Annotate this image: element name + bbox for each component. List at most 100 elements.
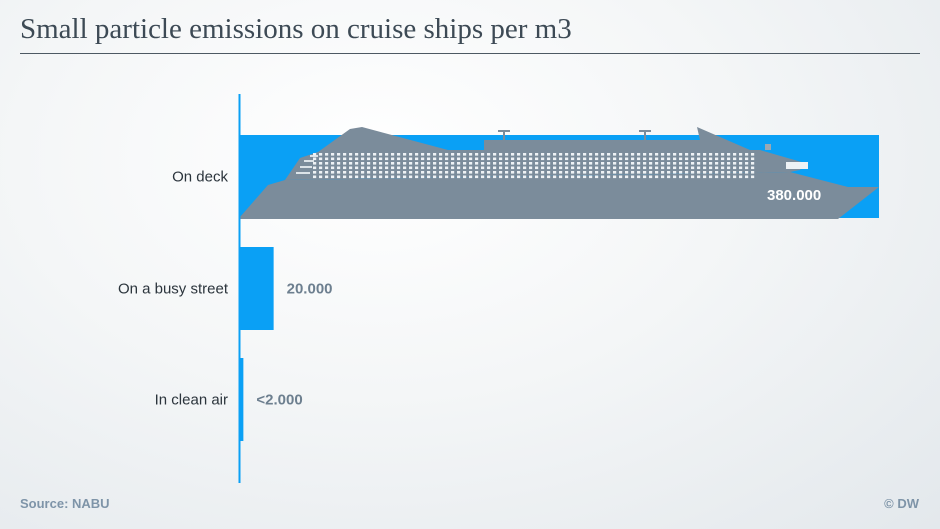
ship-window (709, 157, 713, 161)
ship-window (361, 157, 365, 161)
ship-window (469, 166, 473, 170)
ship-window (727, 153, 731, 156)
ship-window (451, 175, 455, 179)
ship-window (529, 153, 533, 156)
ship-window (463, 166, 467, 170)
ship-window (553, 166, 557, 170)
chart-title: Small particle emissions on cruise ships… (20, 13, 572, 45)
ship-window (667, 157, 671, 161)
ship-window (565, 153, 569, 156)
ship-window (379, 157, 383, 161)
ship-window (607, 153, 611, 156)
ship-window (511, 157, 515, 161)
ship-window (373, 175, 377, 179)
ship-window (451, 162, 455, 165)
ship-window (493, 175, 497, 179)
ship-window (637, 175, 641, 179)
ship-window (343, 171, 347, 174)
ship-window (493, 162, 497, 165)
ship-window (487, 153, 491, 156)
ship-window (613, 166, 617, 170)
ship-window (355, 157, 359, 161)
ship-window (523, 175, 527, 179)
ship-window (601, 175, 605, 179)
ship-window (607, 157, 611, 161)
ship-window (553, 175, 557, 179)
ship-window (535, 166, 539, 170)
ship-window (625, 171, 629, 174)
ship-window (337, 162, 341, 165)
ship-window (505, 175, 509, 179)
ship-window (571, 162, 575, 165)
ship-window (733, 153, 737, 156)
ship-window (583, 153, 587, 156)
ship-window (583, 157, 587, 161)
ship-window (319, 162, 323, 165)
ship-window (625, 175, 629, 179)
ship-window (673, 166, 677, 170)
ship-window (745, 162, 749, 165)
ship-window (751, 175, 755, 179)
ship-window (505, 171, 509, 174)
ship-window (565, 171, 569, 174)
ship-window (571, 166, 575, 170)
ship-window (589, 153, 593, 156)
ship-window (379, 153, 383, 156)
ship-window (325, 157, 329, 161)
ship-window (379, 162, 383, 165)
ship-window (547, 157, 551, 161)
ship-window (457, 166, 461, 170)
ship-window (367, 157, 371, 161)
ship-window (529, 166, 533, 170)
ship-window (559, 153, 563, 156)
ship-window (505, 157, 509, 161)
ship-window (589, 175, 593, 179)
ship-window (355, 153, 359, 156)
ship-window (715, 162, 719, 165)
ship-window (583, 166, 587, 170)
ship-window (583, 162, 587, 165)
ship-window (367, 171, 371, 174)
value-label: 20.000 (287, 281, 333, 298)
ship-window (631, 166, 635, 170)
ship-window (583, 175, 587, 179)
ship-mast (644, 130, 646, 141)
ship-window (619, 153, 623, 156)
ship-window (697, 175, 701, 179)
ship-window (745, 171, 749, 174)
ship-window (319, 153, 323, 156)
ship-window (733, 157, 737, 161)
ship-window (613, 162, 617, 165)
ship-window (481, 166, 485, 170)
ship-window (571, 157, 575, 161)
ship-window (439, 162, 443, 165)
ship-window (619, 162, 623, 165)
ship-window (457, 157, 461, 161)
ship-window (373, 157, 377, 161)
ship-window (691, 153, 695, 156)
ship-window (325, 175, 329, 179)
ship-window (385, 171, 389, 174)
ship-window (361, 166, 365, 170)
ship-window (577, 153, 581, 156)
ship-window (319, 166, 323, 170)
ship-window (475, 171, 479, 174)
ship-window (499, 166, 503, 170)
ship-window (349, 153, 353, 156)
ship-window (655, 153, 659, 156)
ship-window (451, 171, 455, 174)
ship-window (535, 171, 539, 174)
ship-window (547, 171, 551, 174)
ship-window (439, 166, 443, 170)
ship-window (559, 157, 563, 161)
ship-window (499, 171, 503, 174)
value-label: 380.000 (767, 187, 821, 204)
ship-window (661, 153, 665, 156)
ship-window (499, 175, 503, 179)
ship-window (559, 162, 563, 165)
copyright-credit: © DW (884, 496, 919, 511)
ship-window (643, 166, 647, 170)
ship-window (331, 166, 335, 170)
ship-window (481, 157, 485, 161)
